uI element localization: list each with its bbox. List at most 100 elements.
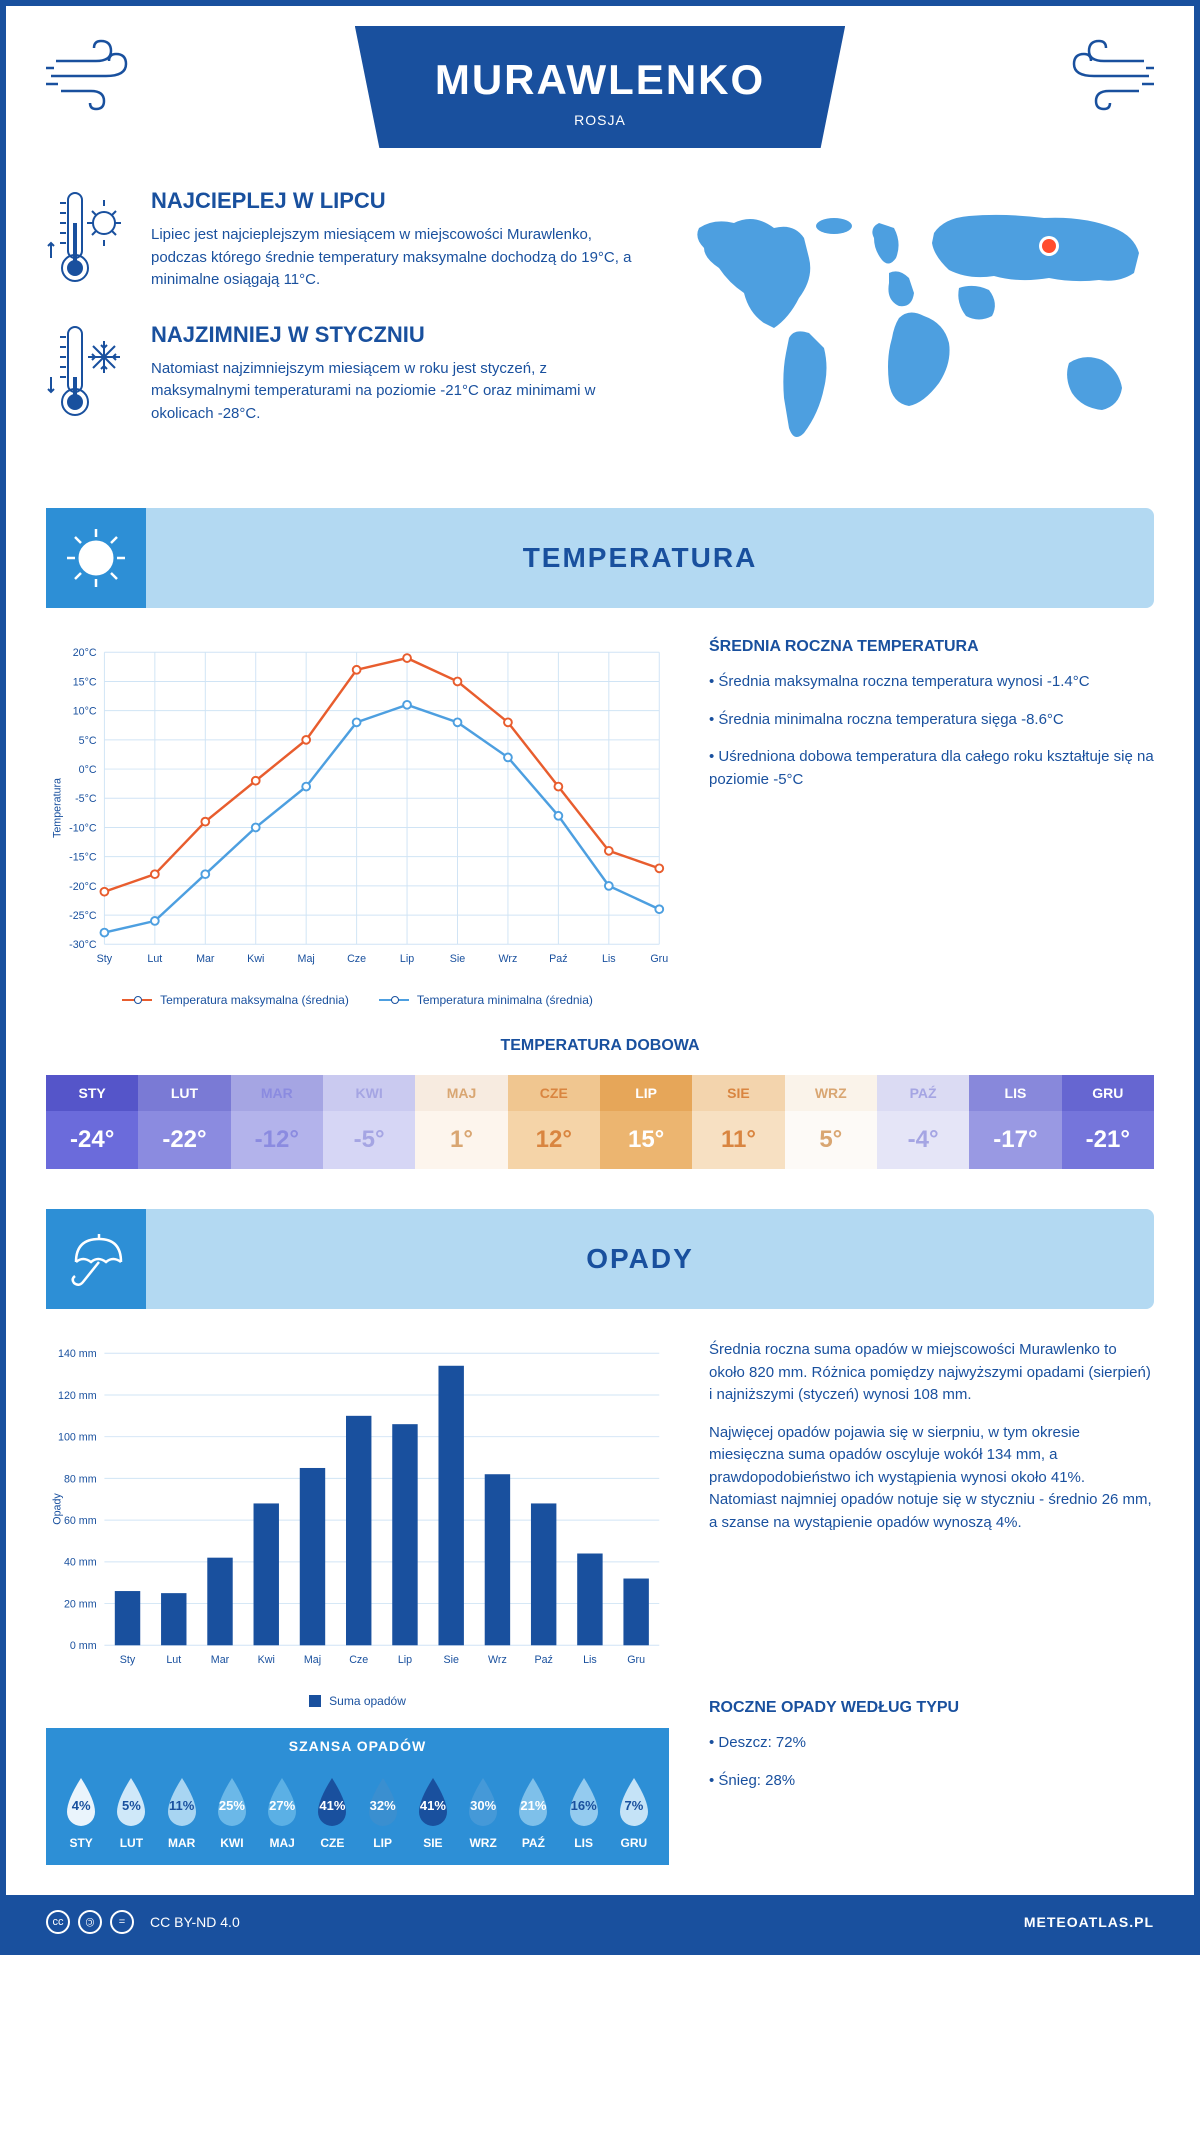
- svg-text:Mar: Mar: [196, 953, 215, 965]
- rain-month: WRZ: [461, 1836, 505, 1850]
- title-banner: MURAWLENKO ROSJA: [355, 26, 845, 148]
- precipitation-chart: 0 mm20 mm40 mm60 mm80 mm100 mm120 mm140 …: [46, 1339, 669, 1865]
- rain-drop-icon: 7%: [612, 1774, 656, 1828]
- rain-month: LIS: [562, 1836, 606, 1850]
- daily-temp-table: STY-24°LUT-22°MAR-12°KWI-5°MAJ1°CZE12°LI…: [46, 1075, 1154, 1169]
- daily-value: -17°: [969, 1111, 1061, 1169]
- rain-pct: 27%: [269, 1798, 295, 1813]
- svg-text:-30°C: -30°C: [69, 939, 97, 951]
- rain-drop-cell: 25% KWI: [210, 1774, 254, 1850]
- info-item: • Deszcz: 72%: [709, 1732, 1154, 1755]
- thermometer-cold-icon: [46, 322, 131, 422]
- daily-cell: MAJ1°: [415, 1075, 507, 1169]
- rain-drop-cell: 21%PAŹ: [511, 1774, 555, 1850]
- rain-pct: 41%: [319, 1798, 345, 1813]
- precipitation-legend: Suma opadów: [46, 1694, 669, 1708]
- rain-chance-box: SZANSA OPADÓW 4%STY5%LUT11%MAR25%KWI27%M…: [46, 1728, 669, 1865]
- svg-text:Kwi: Kwi: [247, 953, 264, 965]
- svg-text:80 mm: 80 mm: [64, 1473, 97, 1485]
- precip-para-1: Średnia roczna suma opadów w miejscowośc…: [709, 1339, 1154, 1407]
- svg-text:140 mm: 140 mm: [58, 1348, 97, 1360]
- rain-month: CZE: [310, 1836, 354, 1850]
- daily-cell: STY-24°: [46, 1075, 138, 1169]
- daily-cell: GRU-21°: [1062, 1075, 1154, 1169]
- temperature-info: ŚREDNIA ROCZNA TEMPERATURA • Średnia mak…: [709, 638, 1154, 1007]
- rain-chance-title: SZANSA OPADÓW: [46, 1738, 669, 1754]
- svg-text:Gru: Gru: [650, 953, 668, 965]
- precip-type-title: ROCZNE OPADY WEDŁUG TYPU: [709, 1699, 1154, 1717]
- legend-min: Temperatura minimalna (średnia): [417, 993, 593, 1007]
- daily-value: 11°: [692, 1111, 784, 1169]
- rain-drop-icon: 27%: [260, 1774, 304, 1828]
- warmest-block: NAJCIEPLEJ W LIPCU Lipiec jest najcieple…: [46, 188, 634, 292]
- svg-text:Sie: Sie: [450, 953, 466, 965]
- country-name: ROSJA: [435, 112, 765, 128]
- svg-text:20 mm: 20 mm: [64, 1598, 97, 1610]
- rain-pct: 41%: [420, 1798, 446, 1813]
- rain-drop-icon: 5%: [109, 1774, 153, 1828]
- rain-month: MAR: [160, 1836, 204, 1850]
- by-icon: 🄯: [78, 1910, 102, 1934]
- svg-text:20°C: 20°C: [73, 647, 97, 659]
- rain-drop-cell: 16% LIS: [562, 1774, 606, 1850]
- daily-value: 12°: [508, 1111, 600, 1169]
- daily-month: GRU: [1062, 1075, 1154, 1111]
- svg-text:Lut: Lut: [147, 953, 162, 965]
- svg-text:15°C: 15°C: [73, 676, 97, 688]
- rain-pct: 16%: [571, 1798, 597, 1813]
- daily-cell: PAŹ-4°: [877, 1075, 969, 1169]
- svg-text:Wrz: Wrz: [488, 1654, 507, 1666]
- world-map: [674, 188, 1154, 468]
- rain-drop-cell: 5%LUT: [109, 1774, 153, 1850]
- rain-month: SIE: [411, 1836, 455, 1850]
- svg-text:Lip: Lip: [398, 1654, 412, 1666]
- rain-pct: 5%: [122, 1798, 141, 1813]
- rain-drop-icon: 11%: [160, 1774, 204, 1828]
- svg-text:Opady: Opady: [52, 1493, 64, 1525]
- svg-text:Maj: Maj: [304, 1654, 321, 1666]
- rain-pct: 7%: [624, 1798, 643, 1813]
- daily-month: PAŹ: [877, 1075, 969, 1111]
- svg-text:120 mm: 120 mm: [58, 1390, 97, 1402]
- svg-text:Maj: Maj: [298, 953, 315, 965]
- daily-month: LIS: [969, 1075, 1061, 1111]
- rain-month: KWI: [210, 1836, 254, 1850]
- license-block: cc 🄯 = CC BY-ND 4.0: [46, 1910, 240, 1934]
- warmest-text: Lipiec jest najcieplejszym miesiącem w m…: [151, 224, 634, 292]
- daily-cell: KWI-5°: [323, 1075, 415, 1169]
- svg-text:-20°C: -20°C: [69, 881, 97, 893]
- daily-value: -22°: [138, 1111, 230, 1169]
- daily-month: LIP: [600, 1075, 692, 1111]
- daily-cell: SIE11°: [692, 1075, 784, 1169]
- precipitation-title: OPADY: [146, 1243, 1134, 1275]
- svg-text:100 mm: 100 mm: [58, 1432, 97, 1444]
- daily-cell: LIP15°: [600, 1075, 692, 1169]
- rain-drop-icon: 16%: [562, 1774, 606, 1828]
- daily-value: -4°: [877, 1111, 969, 1169]
- svg-text:Sty: Sty: [97, 953, 113, 965]
- daily-cell: LUT-22°: [138, 1075, 230, 1169]
- info-item: • Średnia maksymalna roczna temperatura …: [709, 671, 1154, 694]
- daily-value: -12°: [231, 1111, 323, 1169]
- intro-section: NAJCIEPLEJ W LIPCU Lipiec jest najcieple…: [46, 188, 1154, 468]
- rain-drop-icon: 4%: [59, 1774, 103, 1828]
- rain-pct: 32%: [370, 1798, 396, 1813]
- daily-month: CZE: [508, 1075, 600, 1111]
- city-name: MURAWLENKO: [435, 56, 765, 104]
- rain-drop-cell: 4% STY: [59, 1774, 103, 1850]
- svg-text:Cze: Cze: [347, 953, 366, 965]
- legend-precip: Suma opadów: [329, 1694, 406, 1708]
- daily-value: -5°: [323, 1111, 415, 1169]
- svg-text:Wrz: Wrz: [499, 953, 518, 965]
- rain-drop-cell: 41% CZE: [310, 1774, 354, 1850]
- temperature-legend: Temperatura maksymalna (średnia) Tempera…: [46, 993, 669, 1007]
- daily-value: 1°: [415, 1111, 507, 1169]
- daily-month: MAR: [231, 1075, 323, 1111]
- site-name: METEOATLAS.PL: [1024, 1914, 1154, 1930]
- rain-month: STY: [59, 1836, 103, 1850]
- rain-pct: 4%: [72, 1798, 91, 1813]
- rain-pct: 30%: [470, 1798, 496, 1813]
- rain-pct: 25%: [219, 1798, 245, 1813]
- temperature-header: TEMPERATURA: [46, 508, 1154, 608]
- svg-text:5°C: 5°C: [79, 735, 97, 747]
